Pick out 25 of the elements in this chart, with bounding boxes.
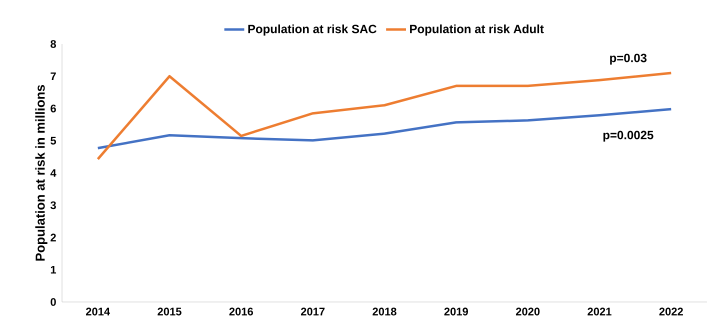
x-tick-label: 2014 [86,308,110,316]
x-tick-label: 2016 [229,308,254,316]
x-tick-label: 2018 [372,308,396,316]
line-series [96,108,672,150]
y-tick-label: 1 [50,266,56,274]
y-tick-label: 6 [50,104,56,112]
x-tick-label: 2021 [588,308,612,316]
y-tick-label: 0 [50,298,56,306]
y-tick-label: 5 [50,136,56,145]
y-tick-label: 8 [50,40,56,48]
annotation: p=0.03 [610,54,647,65]
annotation: p=0.0025 [603,130,654,142]
x-tick-label: 2017 [300,308,325,316]
x-tick-label: 2020 [516,308,540,316]
x-tick-label: 2022 [659,308,683,316]
x-tick-label: 2015 [158,308,182,316]
y-tick-label: 3 [50,201,56,210]
legend-label: Population at risk Adult [410,24,544,36]
line-series [96,72,672,160]
y-tick-label: 2 [50,234,56,242]
legend-label: Population at risk SAC [248,24,377,36]
y-tick-label: 7 [50,72,56,80]
y-axis-title: Population at risk in millions [35,85,48,261]
y-tick-label: 4 [50,169,56,177]
x-tick-label: 2019 [444,308,468,316]
